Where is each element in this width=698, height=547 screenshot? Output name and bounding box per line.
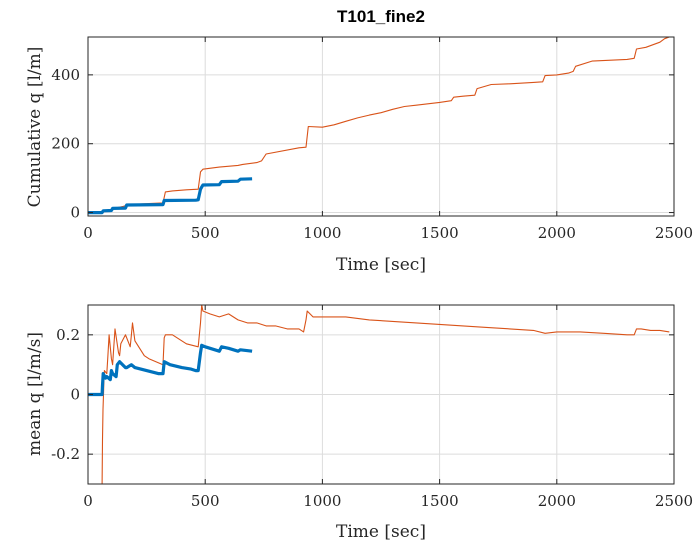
- axes-frame: [87, 36, 675, 217]
- chart-title: T101_fine2: [337, 7, 425, 26]
- x-tick-label: 1500: [421, 492, 459, 510]
- ticks: 0 500 1000 1500 2000 2500 -0.2 0 0.2: [51, 305, 693, 510]
- y-tick-label: 400: [51, 66, 80, 84]
- series-line-blue: [88, 177, 253, 215]
- x-axis-label: Time [sec]: [336, 255, 426, 275]
- x-tick-label: 2500: [655, 492, 693, 510]
- series-group: [88, 37, 670, 215]
- series-line-blue: [88, 343, 253, 397]
- x-tick-label: 500: [191, 492, 220, 510]
- ticks: 0 500 1000 1500 2000 2500 0 200 400: [51, 37, 693, 242]
- x-tick-label: 0: [83, 224, 93, 242]
- x-tick-label: 1500: [421, 224, 459, 242]
- x-tick-label: 1000: [303, 492, 341, 510]
- x-tick-label: 2000: [538, 224, 576, 242]
- y-tick-label: 200: [51, 135, 80, 153]
- cumulative-chart: T101_fine2 0 500 1000 1500 2000 2500 0 200 400 T…: [25, 7, 693, 275]
- series-line-orange: [101, 305, 670, 484]
- x-tick-label: 2000: [538, 492, 576, 510]
- y-tick-label: -0.2: [51, 445, 80, 463]
- x-tick-label: 0: [83, 492, 93, 510]
- x-tick-label: 500: [191, 224, 220, 242]
- x-tick-label: 2500: [655, 224, 693, 242]
- y-axis-label: Cumulative q [l/m]: [25, 47, 45, 208]
- mean-chart: 0 500 1000 1500 2000 2500-0.200.2 Time [sec] …: [25, 304, 693, 542]
- y-axis-label: mean q [l/m/s]: [25, 332, 45, 456]
- x-tick-label: 1000: [303, 224, 341, 242]
- y-tick-label: 0: [70, 386, 80, 404]
- x-axis-label: Time [sec]: [336, 522, 426, 542]
- y-tick-label: 0.2: [56, 326, 80, 344]
- series-group: [88, 305, 670, 484]
- y-tick-label: 0: [70, 204, 80, 222]
